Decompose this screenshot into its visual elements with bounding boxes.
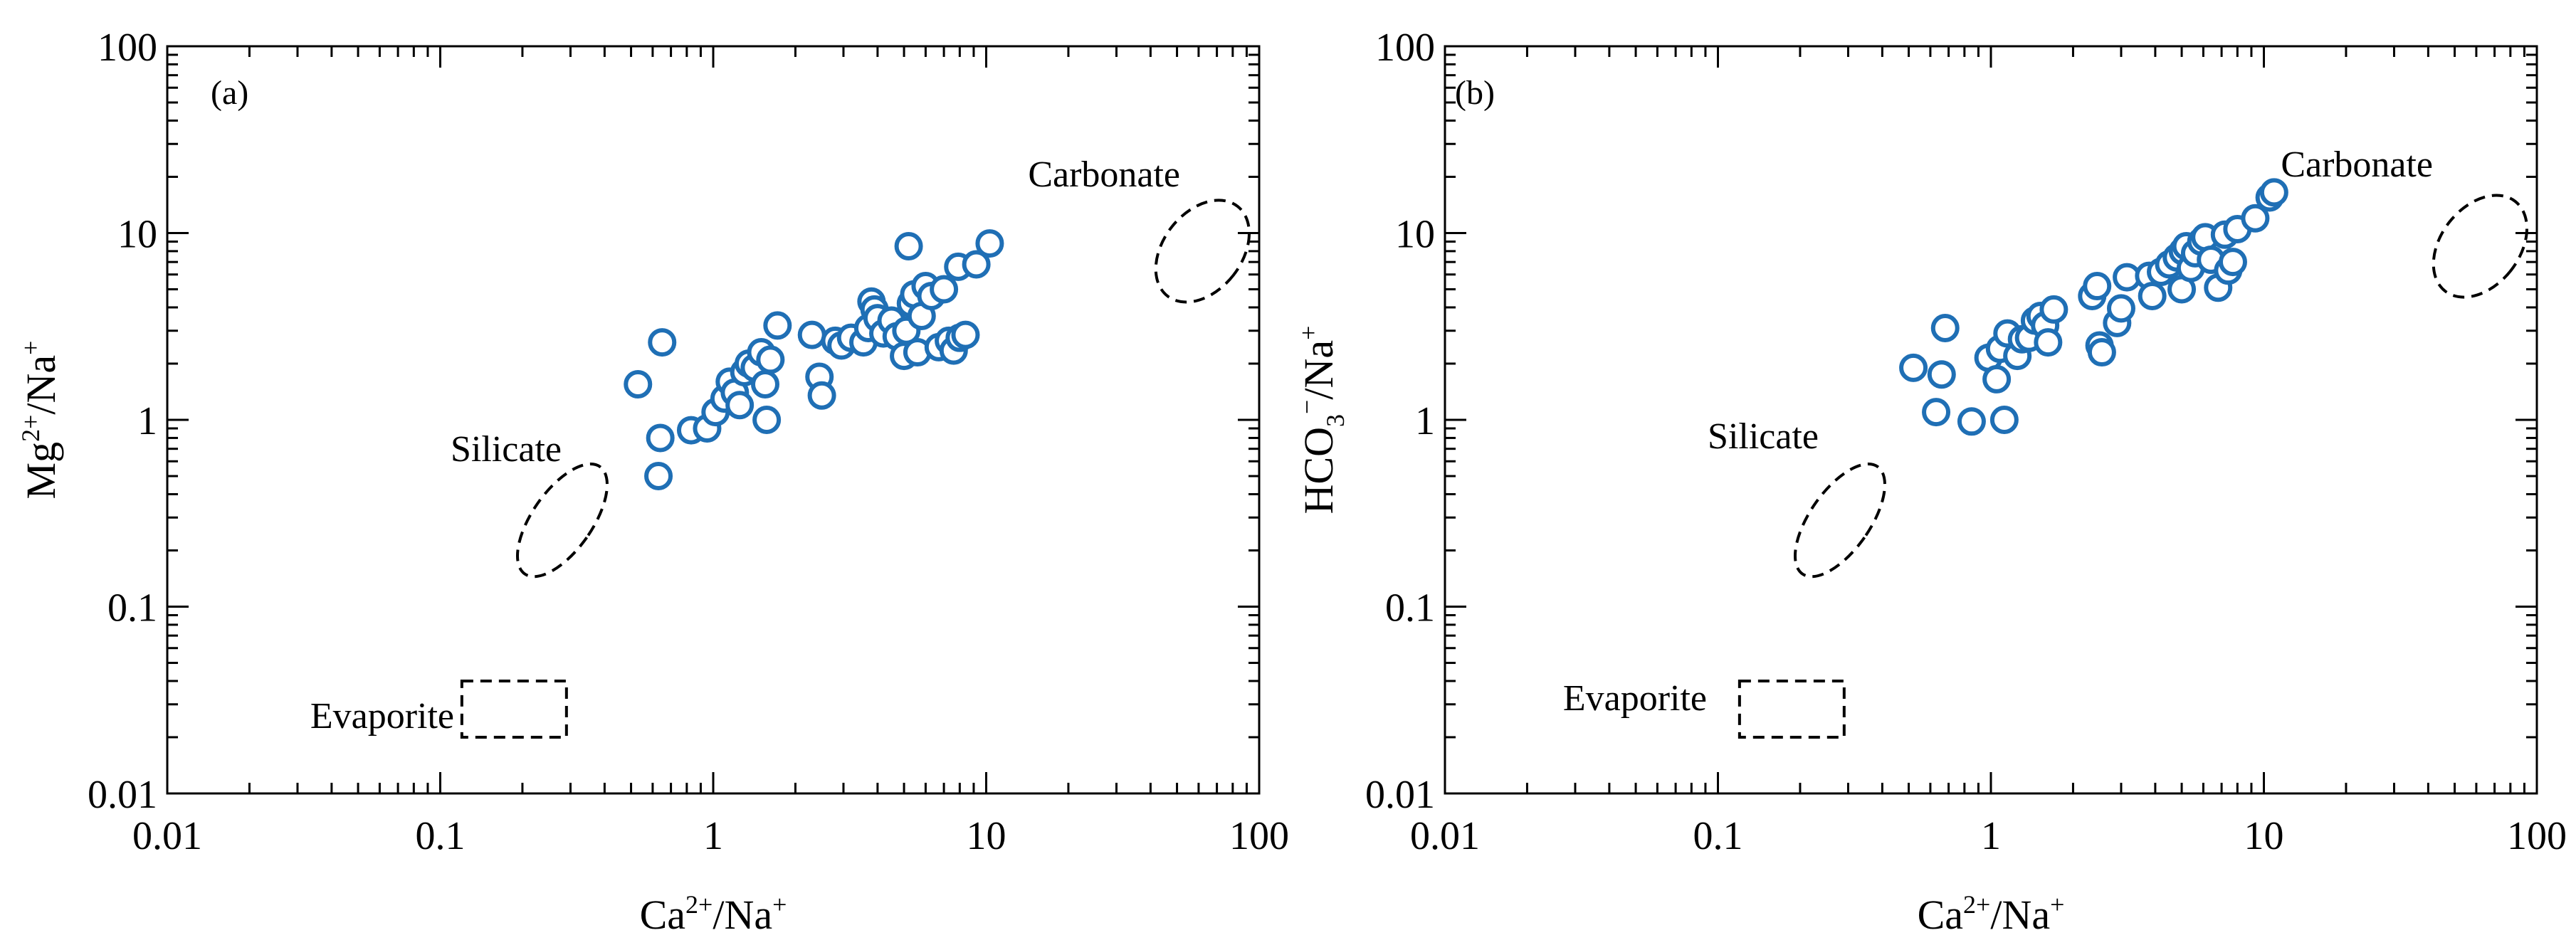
data-point xyxy=(2218,248,2247,277)
panel-a: 0.01 0.1 1 10 100 0.01 0.1 1 10 100 (a) Evaporite… xyxy=(16,26,1289,938)
data-point xyxy=(951,320,980,349)
x-axis-title-a: Ca2+/Na+ xyxy=(640,890,787,938)
x-tick-label: 0.01 xyxy=(1410,814,1480,858)
region-label-carbonate-b: Carbonate xyxy=(2281,144,2433,185)
data-point xyxy=(2106,294,2135,323)
region-label-silicate-b: Silicate xyxy=(1708,416,1819,457)
y-tick-label: 100 xyxy=(1375,26,1435,70)
data-point xyxy=(2259,178,2288,207)
x-axis-title-b: Ca2+/Na+ xyxy=(1918,890,2065,938)
ticks-a: 0.01 0.1 1 10 100 0.01 0.1 1 10 100 xyxy=(88,26,1289,858)
ticks-b: 0.01 0.1 1 10 100 0.01 0.1 1 10 100 xyxy=(1365,26,2567,858)
regions-b xyxy=(1738,194,2528,739)
data-point xyxy=(975,229,1004,258)
x-tick-label: 0.1 xyxy=(1693,814,1743,858)
y-tick-label: 10 xyxy=(1395,213,1435,257)
y-tick-label: 10 xyxy=(117,213,157,257)
x-tick-label: 10 xyxy=(2244,814,2284,858)
y-tick-label: 100 xyxy=(98,26,157,70)
points-a xyxy=(624,229,1004,491)
data-point xyxy=(2138,282,2167,311)
data-point xyxy=(725,391,755,420)
region-label-silicate-a: Silicate xyxy=(451,429,562,470)
x-tick-label: 100 xyxy=(2507,814,2567,858)
data-point xyxy=(750,370,779,399)
panel-label-b: (b) xyxy=(1455,74,1495,112)
data-point xyxy=(646,423,675,453)
region-carbonate-a xyxy=(1154,199,1251,304)
data-point xyxy=(1927,360,1956,389)
data-point xyxy=(2034,328,2063,357)
y-tick-label: 0.01 xyxy=(1365,773,1435,817)
panel-label-a: (a) xyxy=(211,74,248,112)
region-label-evaporite-a: Evaporite xyxy=(310,696,454,737)
data-point xyxy=(2039,295,2068,324)
data-point xyxy=(1930,314,1960,343)
x-tick-label: 0.01 xyxy=(132,814,202,858)
region-carbonate-b xyxy=(2432,194,2528,299)
data-point xyxy=(752,406,782,434)
y-tick-label: 0.1 xyxy=(1385,586,1435,630)
x-tick-label: 10 xyxy=(967,814,1006,858)
data-point xyxy=(2087,338,2116,367)
data-point xyxy=(2083,272,2112,301)
y-tick-label: 0.01 xyxy=(88,773,157,817)
y-axis-title-b: HCO3−/Na+ xyxy=(1293,326,1350,514)
data-point xyxy=(797,320,826,349)
data-point xyxy=(807,381,836,410)
data-point xyxy=(1957,407,1986,436)
region-label-carbonate-a: Carbonate xyxy=(1028,154,1180,195)
data-point xyxy=(2241,204,2270,233)
data-point xyxy=(756,345,785,374)
x-tick-label: 100 xyxy=(1229,814,1289,858)
region-evaporite-a xyxy=(460,679,568,739)
x-tick-label: 1 xyxy=(1981,814,2001,858)
regions-a xyxy=(460,199,1251,739)
region-evaporite-b xyxy=(1738,679,1846,739)
data-point xyxy=(1989,406,2019,434)
data-point xyxy=(763,311,792,340)
y-tick-label: 0.1 xyxy=(107,586,157,630)
data-point xyxy=(1922,398,1951,427)
panel-b: 0.01 0.1 1 10 100 0.01 0.1 1 10 100 (b) Evaporite… xyxy=(1293,26,2567,938)
y-axis-title-a: Mg2+/Na+ xyxy=(16,341,64,500)
data-point xyxy=(624,370,653,399)
data-point xyxy=(1982,364,2012,394)
data-point xyxy=(894,232,923,261)
data-point xyxy=(962,250,991,279)
data-point xyxy=(648,328,677,357)
region-label-evaporite-b: Evaporite xyxy=(1563,678,1707,719)
data-point xyxy=(1899,353,1928,382)
x-tick-label: 0.1 xyxy=(416,814,466,858)
x-tick-label: 1 xyxy=(703,814,723,858)
points-b xyxy=(1899,178,2288,436)
region-silicate-b xyxy=(1793,463,1886,579)
y-tick-label: 1 xyxy=(137,399,157,443)
data-point xyxy=(930,275,959,304)
y-tick-label: 1 xyxy=(1415,399,1435,443)
region-silicate-a xyxy=(515,463,609,579)
data-point xyxy=(644,462,673,491)
